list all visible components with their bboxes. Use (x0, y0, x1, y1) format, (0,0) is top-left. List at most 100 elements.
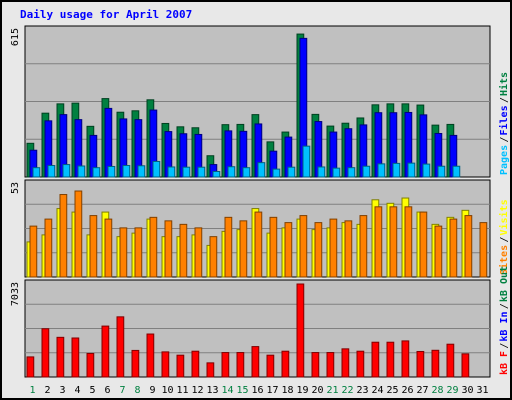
bar-kbf-kbin-kbout-kb-f-day-23 (356, 350, 365, 378)
x-tick-label: 2 (44, 385, 50, 396)
bar-hits-files-pages-pages-day-13 (212, 171, 221, 178)
bar-kbf-kbin-kbout-kb-f-day-30 (461, 353, 470, 378)
bar-hits-files-pages-pages-day-26 (407, 162, 416, 178)
bar-kbf-kbin-kbout-kb-f-day-16 (251, 346, 260, 378)
bar-hits-files-pages-pages-day-28 (437, 165, 446, 178)
bar-hits-files-pages-pages-day-7 (122, 165, 131, 178)
bar-kbf-kbin-kbout-kb-f-day-28 (431, 349, 440, 378)
bar-kbf-kbin-kbout-kb-f-day-13 (206, 362, 215, 378)
x-tick-label: 12 (191, 385, 203, 396)
x-tick-label: 5 (89, 385, 95, 396)
bar-kbf-kbin-kbout-kb-f-day-22 (341, 348, 350, 378)
bar-hits-files-pages-pages-day-27 (422, 163, 431, 178)
bar-kbf-kbin-kbout-kb-f-day-25 (386, 341, 395, 378)
bar-hits-files-pages-pages-day-21 (332, 167, 341, 178)
y-max-label-kbf-kbin-kbout: 7033 (10, 282, 21, 306)
legend-visits: Visits (498, 199, 510, 235)
bar-visits-sites-sites-day-4 (74, 190, 83, 278)
legend-hits: Hits (498, 72, 510, 96)
x-tick-label: 28 (431, 385, 443, 396)
bar-kbf-kbin-kbout-kb-f-day-10 (161, 351, 170, 378)
bar-visits-sites-sites-day-6 (104, 218, 113, 278)
bar-visits-sites-sites-day-17 (269, 216, 278, 278)
x-tick-label: 17 (266, 385, 278, 396)
bar-hits-files-pages-pages-day-5 (92, 167, 101, 178)
bar-visits-sites-sites-day-28 (434, 225, 443, 278)
x-tick-label: 7 (119, 385, 125, 396)
legend-kbf-kbin-kbout: kB F/kB In/kB Out (499, 266, 510, 375)
bar-visits-sites-sites-day-7 (119, 227, 128, 278)
legend-kb-f: kB F (499, 351, 510, 375)
bar-kbf-kbin-kbout-kb-f-day-24 (371, 341, 380, 378)
bar-visits-sites-sites-day-19 (299, 215, 308, 278)
bar-kbf-kbin-kbout-kb-f-day-14 (221, 352, 230, 378)
x-tick-label: 18 (281, 385, 293, 396)
bar-visits-sites-sites-day-25 (389, 206, 398, 278)
bar-visits-sites-sites-day-22 (344, 220, 353, 278)
legend-kb-out: kB Out (499, 266, 510, 302)
bar-hits-files-pages-pages-day-11 (182, 166, 191, 178)
x-tick-label: 30 (461, 385, 473, 396)
bar-hits-files-pages-pages-day-15 (242, 167, 251, 178)
bar-kbf-kbin-kbout-kb-f-day-11 (176, 354, 185, 378)
bar-kbf-kbin-kbout-kb-f-day-29 (446, 343, 455, 378)
bar-visits-sites-sites-day-15 (239, 220, 248, 278)
x-tick-label: 13 (206, 385, 218, 396)
bar-visits-sites-sites-day-23 (359, 215, 368, 278)
legend-pages: Pages (499, 145, 510, 175)
legend-visits-sites: Sites /Visits (498, 199, 510, 275)
bar-kbf-kbin-kbout-kb-f-day-27 (416, 350, 425, 378)
bar-visits-sites-sites-day-11 (179, 223, 188, 278)
bar-kbf-kbin-kbout-kb-f-day-7 (116, 316, 125, 378)
bar-hits-files-pages-pages-day-3 (62, 164, 71, 178)
bar-hits-files-pages-pages-day-29 (452, 165, 461, 178)
bar-visits-sites-sites-day-3 (59, 194, 68, 278)
y-max-label-visits-sites: 53 (10, 182, 21, 194)
bar-hits-files-pages-pages-day-24 (377, 163, 386, 178)
legend-separator: / (499, 303, 510, 309)
x-tick-label: 10 (161, 385, 173, 396)
bar-visits-sites-sites-day-16 (254, 211, 263, 278)
bar-hits-files-pages-pages-day-19 (302, 145, 311, 178)
bar-hits-files-pages-pages-day-10 (167, 166, 176, 178)
bar-kbf-kbin-kbout-kb-f-day-9 (146, 333, 155, 378)
bar-kbf-kbin-kbout-kb-f-day-18 (281, 350, 290, 378)
bar-visits-sites-sites-day-12 (194, 227, 203, 278)
x-tick-label: 24 (371, 385, 383, 396)
bar-kbf-kbin-kbout-kb-f-day-1 (26, 356, 35, 378)
bar-visits-sites-sites-day-10 (164, 220, 173, 278)
x-tick-label: 8 (134, 385, 140, 396)
x-tick-label: 31 (476, 385, 488, 396)
bar-visits-sites-sites-day-18 (284, 222, 293, 278)
bar-hits-files-pages-pages-day-14 (227, 166, 236, 178)
x-tick-label: 15 (236, 385, 248, 396)
bar-hits-files-pages-pages-day-16 (257, 162, 266, 178)
bar-kbf-kbin-kbout-kb-f-day-21 (326, 352, 335, 378)
x-tick-label: 1 (29, 385, 35, 396)
bar-visits-sites-sites-day-24 (374, 206, 383, 278)
x-tick-label: 20 (311, 385, 323, 396)
x-tick-label: 3 (59, 385, 65, 396)
bar-hits-files-pages-pages-day-23 (362, 165, 371, 178)
bar-visits-sites-sites-day-29 (449, 218, 458, 278)
x-tick-label: 21 (326, 385, 338, 396)
bar-hits-files-pages-pages-day-25 (392, 162, 401, 178)
y-max-label-hits-files-pages: 615 (10, 28, 21, 46)
bar-kbf-kbin-kbout-kb-f-day-8 (131, 349, 140, 378)
bar-visits-sites-sites-day-26 (404, 206, 413, 278)
x-tick-label: 14 (221, 385, 233, 396)
bar-visits-sites-sites-day-13 (209, 236, 218, 278)
bar-hits-files-pages-pages-day-17 (272, 168, 281, 178)
x-tick-label: 16 (251, 385, 263, 396)
bar-kbf-kbin-kbout-kb-f-day-3 (56, 336, 65, 378)
bar-visits-sites-sites-day-9 (149, 216, 158, 278)
x-tick-label: 23 (356, 385, 368, 396)
bar-hits-files-pages-pages-day-2 (47, 165, 56, 178)
bar-hits-files-pages-pages-day-22 (347, 167, 356, 178)
bar-hits-files-pages-pages-day-9 (152, 160, 161, 178)
legend-files: Files (498, 105, 510, 135)
x-tick-label: 26 (401, 385, 413, 396)
bar-visits-sites-sites-day-14 (224, 216, 233, 278)
bar-visits-sites-sites-day-8 (134, 227, 143, 278)
